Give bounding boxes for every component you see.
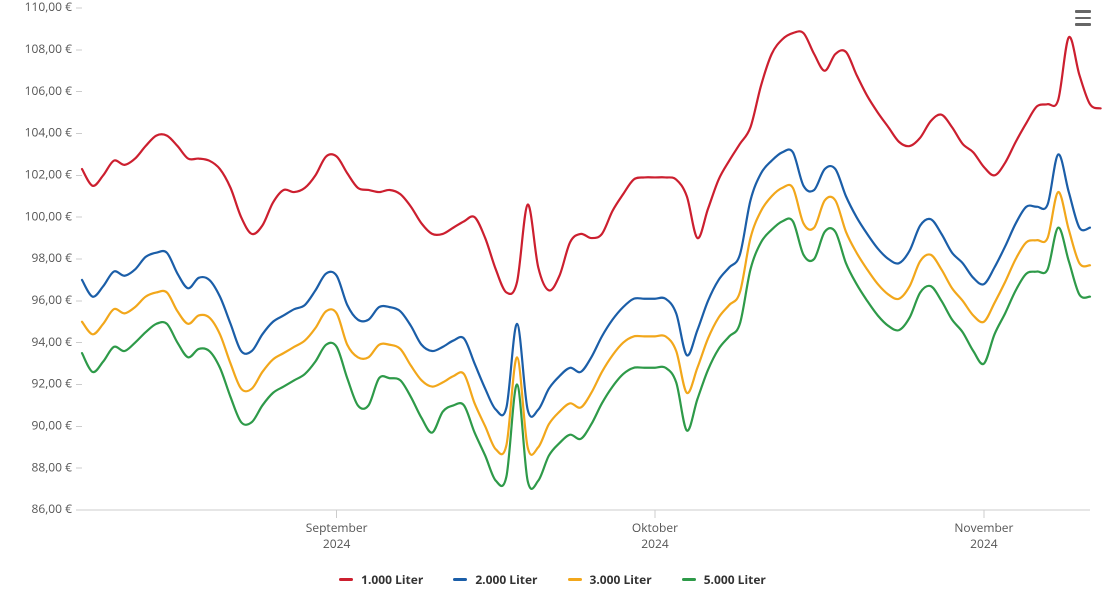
hamburger-icon (1075, 23, 1091, 26)
legend-swatch (568, 578, 582, 581)
y-axis-label: 86,00 € (31, 500, 72, 517)
x-axis-label: September (306, 519, 368, 536)
hamburger-icon (1075, 17, 1091, 20)
chart-legend: 1.000 Liter 2.000 Liter 3.000 Liter 5.000 L… (0, 571, 1105, 588)
legend-item[interactable]: 3.000 Liter (568, 571, 652, 588)
x-axis-label: November (954, 519, 1013, 536)
x-axis-sublabel: 2024 (641, 535, 669, 552)
series-line (82, 31, 1101, 294)
legend-label: 1.000 Liter (361, 571, 423, 588)
y-axis-label: 108,00 € (25, 40, 73, 57)
series-line (82, 150, 1090, 417)
chart-plot-area: 86,00 € 88,00 € 90,00 € 92,00 € 94,00 € 96,00… (0, 0, 1105, 602)
chart-menu-button[interactable] (1071, 6, 1095, 30)
hamburger-icon (1075, 10, 1091, 13)
legend-swatch (682, 578, 696, 581)
legend-label: 2.000 Liter (475, 571, 537, 588)
legend-label: 5.000 Liter (704, 571, 766, 588)
legend-swatch (453, 578, 467, 581)
y-axis-label: 98,00 € (31, 249, 72, 266)
x-axis-sublabel: 2024 (323, 535, 351, 552)
x-axis-sublabel: 2024 (970, 535, 998, 552)
legend-item[interactable]: 5.000 Liter (682, 571, 766, 588)
price-chart: 86,00 € 88,00 € 90,00 € 92,00 € 94,00 € 96,00… (0, 0, 1105, 602)
y-axis-label: 94,00 € (31, 333, 72, 350)
legend-label: 3.000 Liter (590, 571, 652, 588)
series-line (82, 185, 1090, 455)
y-axis-label: 96,00 € (31, 291, 72, 308)
y-axis-label: 88,00 € (31, 458, 72, 475)
legend-item[interactable]: 2.000 Liter (453, 571, 537, 588)
y-axis-label: 100,00 € (25, 207, 73, 224)
legend-item[interactable]: 1.000 Liter (339, 571, 423, 588)
y-axis-label: 92,00 € (31, 375, 72, 392)
y-axis-label: 106,00 € (25, 82, 73, 99)
series-line (82, 219, 1090, 489)
y-axis-label: 102,00 € (25, 166, 73, 183)
x-axis-label: Oktober (632, 519, 678, 536)
y-axis-label: 104,00 € (25, 124, 73, 141)
y-axis-label: 90,00 € (31, 417, 72, 434)
legend-swatch (339, 578, 353, 581)
y-axis-label: 110,00 € (25, 0, 73, 15)
